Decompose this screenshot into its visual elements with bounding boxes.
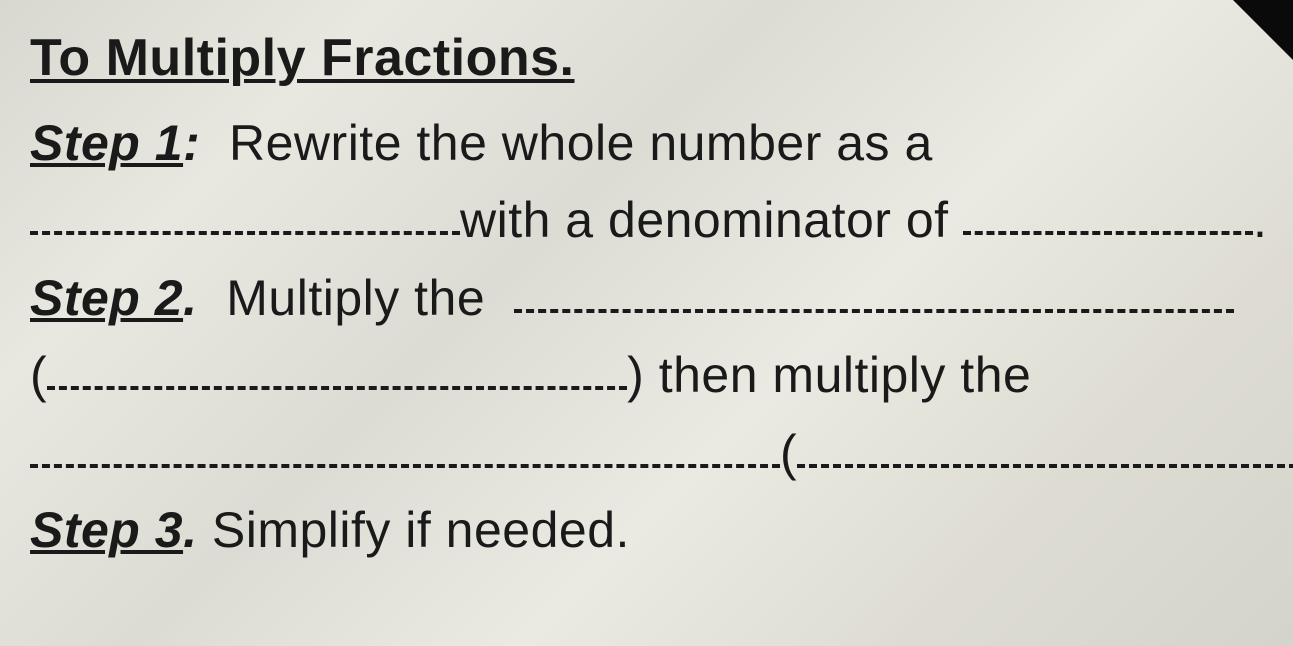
step2-line3: (). bbox=[30, 415, 1263, 493]
step1-line1: Step 1: Rewrite the whole number as a bbox=[30, 105, 1263, 183]
section-title: To Multiply Fractions. bbox=[30, 18, 1263, 99]
step3-label: Step 3 bbox=[30, 502, 183, 558]
step2-text-a: Multiply the bbox=[226, 270, 485, 326]
step2-label-period: . bbox=[183, 270, 197, 326]
step2-blank2[interactable] bbox=[30, 423, 780, 468]
step3-line: Step 3. Simplify if needed. bbox=[30, 492, 1263, 570]
step2-text-b: then multiply the bbox=[659, 347, 1032, 403]
step1-line2: with a denominator of . bbox=[30, 182, 1263, 260]
step3-label-period: . bbox=[183, 502, 197, 558]
step1-text-b: with a denominator of bbox=[460, 192, 949, 248]
step1-period: . bbox=[1253, 192, 1267, 248]
step1-label: Step 1 bbox=[30, 115, 183, 171]
step2-label: Step 2 bbox=[30, 270, 183, 326]
paren-open-2: ( bbox=[780, 425, 797, 481]
paren-open-1: ( bbox=[30, 347, 47, 403]
step2-line2: () then multiply the bbox=[30, 337, 1263, 415]
step2-paren-blank1[interactable] bbox=[47, 345, 627, 390]
step2-blank1[interactable] bbox=[514, 268, 1234, 313]
step1-blank1[interactable] bbox=[30, 190, 460, 235]
step1-blank2[interactable] bbox=[963, 190, 1253, 235]
step1-colon: : bbox=[183, 115, 200, 171]
step3-text: Simplify if needed. bbox=[212, 502, 630, 558]
step2-line1: Step 2. Multiply the bbox=[30, 260, 1263, 338]
step2-paren-blank2[interactable] bbox=[797, 423, 1293, 468]
paren-close-1: ) bbox=[627, 347, 644, 403]
step1-text-a: Rewrite the whole number as a bbox=[229, 115, 933, 171]
